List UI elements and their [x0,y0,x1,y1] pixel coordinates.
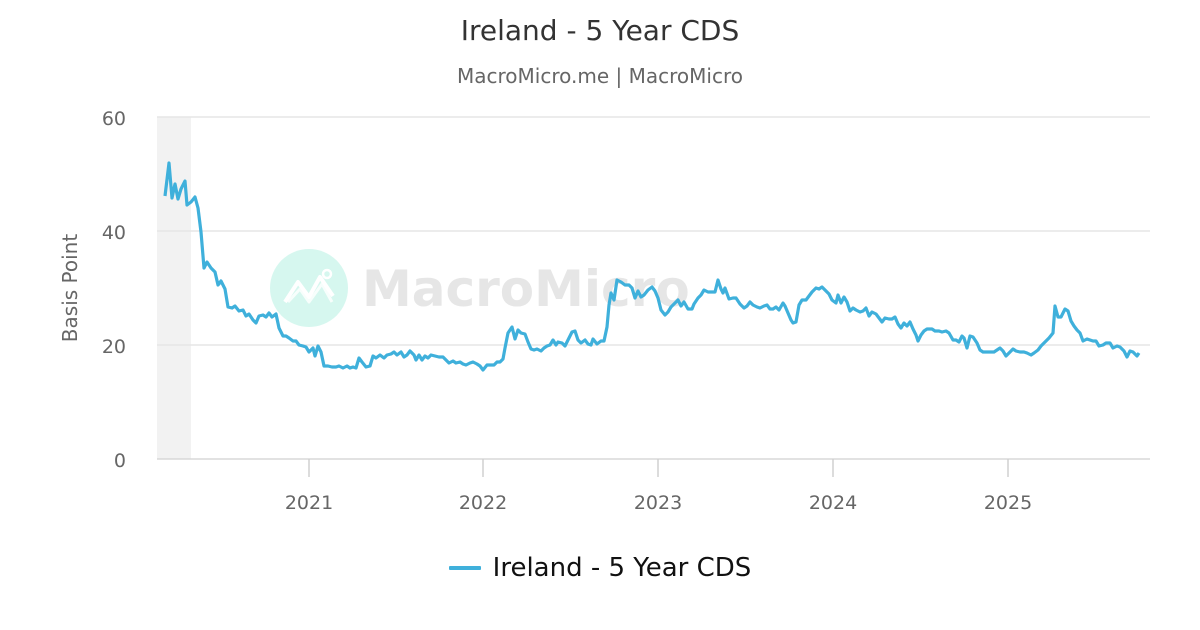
chart-subtitle: MacroMicro.me | MacroMicro [457,64,743,88]
watermark: MacroMicro [270,249,690,327]
legend[interactable]: Ireland - 5 Year CDS [0,553,1200,583]
watermark-logo-icon [270,249,348,327]
x-tick-2021: 2021 [285,492,333,514]
x-tick-2025: 2025 [984,492,1032,514]
y-axis-title: Basis Point [58,234,82,343]
x-tick-2023: 2023 [634,492,682,514]
x-axis-ticks [308,459,1009,477]
gridlines [157,116,1150,460]
svg-text:MacroMicro: MacroMicro [362,260,690,318]
chart-title: Ireland - 5 Year CDS [460,14,740,47]
x-tick-2022: 2022 [459,492,507,514]
y-tick-20: 20 [102,336,126,358]
x-tick-2024: 2024 [809,492,857,514]
legend-label-ireland[interactable]: Ireland - 5 Year CDS [492,553,752,583]
y-tick-0: 0 [114,450,126,472]
legend-swatch-ireland [448,566,481,570]
shaded-region [157,117,191,459]
series-line-ireland-5y-cds [163,161,1141,372]
y-tick-60: 60 [102,108,126,130]
x-axis-labels: 2021 2022 2023 2024 2025 [285,492,1032,514]
y-tick-40: 40 [102,222,126,244]
y-axis-labels: 60 40 20 0 [102,108,126,472]
